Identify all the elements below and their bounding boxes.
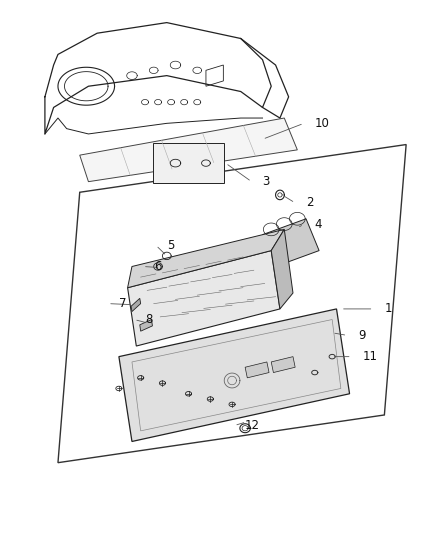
- Text: 9: 9: [358, 329, 366, 342]
- Polygon shape: [140, 319, 152, 331]
- Text: 5: 5: [167, 239, 174, 252]
- Text: 1: 1: [385, 302, 392, 316]
- Polygon shape: [271, 229, 293, 309]
- Text: 4: 4: [315, 217, 322, 231]
- Polygon shape: [80, 118, 297, 182]
- Polygon shape: [127, 251, 280, 346]
- Text: 6: 6: [154, 260, 161, 273]
- Text: 10: 10: [315, 117, 330, 130]
- Polygon shape: [119, 309, 350, 441]
- Text: 2: 2: [306, 196, 314, 209]
- Text: 8: 8: [145, 313, 152, 326]
- Polygon shape: [131, 298, 141, 312]
- Text: 12: 12: [245, 419, 260, 432]
- Text: 7: 7: [119, 297, 127, 310]
- Polygon shape: [245, 362, 269, 378]
- Polygon shape: [271, 357, 295, 373]
- FancyBboxPatch shape: [153, 143, 224, 183]
- Polygon shape: [262, 219, 319, 266]
- Text: 3: 3: [262, 175, 270, 188]
- Polygon shape: [127, 229, 284, 288]
- Text: 11: 11: [363, 350, 378, 363]
